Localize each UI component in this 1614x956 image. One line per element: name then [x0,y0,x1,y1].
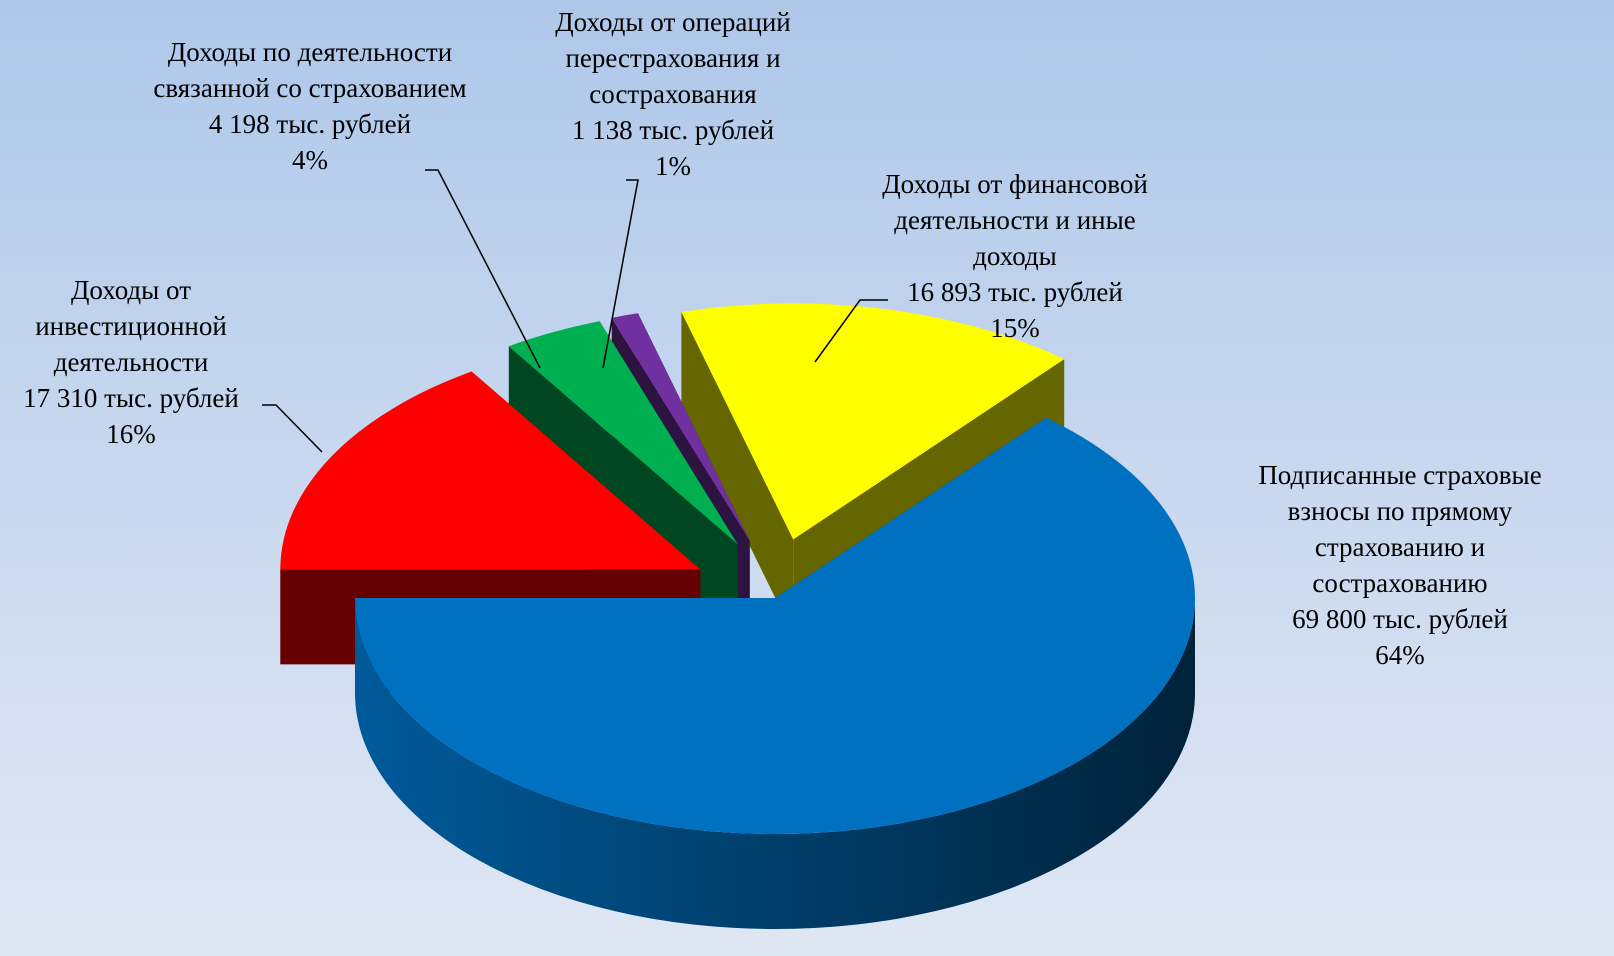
slice-label: Доходы от финансовой деятельности и иные… [850,166,1180,346]
slice [355,417,1195,834]
slice [681,303,1065,540]
value-label: 16 893 тыс. рублей [907,277,1123,307]
slice-label: Подписанные страховые взносы по прямому … [1230,457,1570,673]
slice-label: Доходы от операций перестрахования и сос… [528,4,818,184]
leader-line [602,179,639,369]
pie [280,303,1195,929]
category: Доходы от финансовой деятельности и иные… [882,169,1148,271]
value-label: 69 800 тыс. рублей [1292,604,1508,634]
percent-label: 15% [990,313,1040,343]
percent-label: 64% [1375,640,1425,670]
leader-line [425,169,541,369]
value-label: 1 138 тыс. рублей [571,115,775,145]
slice [508,321,738,545]
slice [611,313,750,541]
slice-label: Доходы по деятельности связанной со стра… [140,34,480,178]
slice [280,371,701,570]
slice [280,371,701,665]
percent-label: 4% [292,145,328,175]
percent-label: 1% [655,151,691,181]
category: Доходы от инвестиционной деятельности [35,275,227,377]
percent-label: 16% [106,419,156,449]
slice-label: Доходы от инвестиционной деятельности 17… [0,272,262,452]
leader-line [262,404,323,453]
category: Доходы по деятельности связанной со стра… [153,37,467,103]
slice [355,417,1195,929]
slice-wall [681,311,794,635]
leader-lines [262,169,888,453]
slice-side [355,598,1195,929]
value-label: 17 310 тыс. рублей [23,383,239,413]
category: Доходы от операций перестрахования и сос… [555,7,791,109]
leader-line [814,299,888,363]
value-label: 4 198 тыс. рублей [208,109,412,139]
category: Подписанные страховые взносы по прямому … [1258,460,1542,598]
